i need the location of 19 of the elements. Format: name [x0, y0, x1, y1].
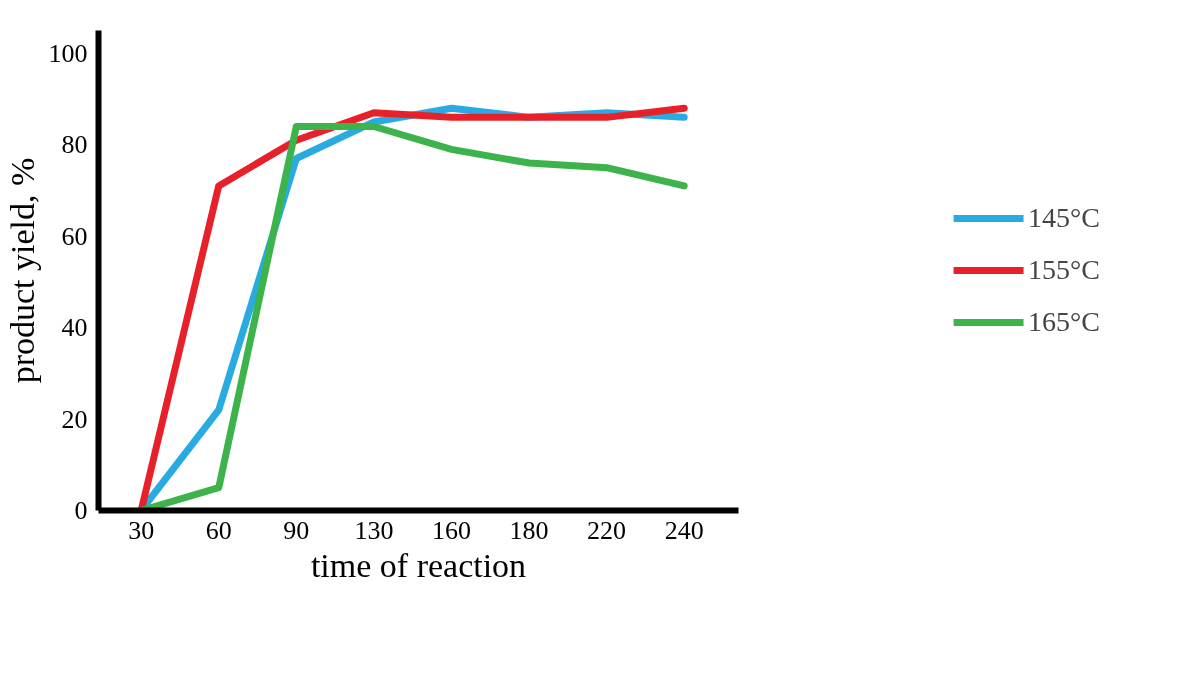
- y-tick-label: 40: [61, 313, 88, 343]
- y-tick-label: 0: [74, 496, 88, 525]
- y-tick-label: 80: [61, 130, 88, 160]
- legend-label: 145°C: [1028, 202, 1100, 234]
- legend-label: 165°C: [1028, 306, 1100, 338]
- y-tick-label: 20: [61, 404, 88, 434]
- x-tick-label: 30: [128, 515, 155, 545]
- x-tick-label: 240: [664, 515, 704, 545]
- legend-label: 155°C: [1028, 254, 1100, 286]
- x-axis-title: time of reaction: [310, 546, 527, 584]
- y-tick-label: 100: [48, 38, 88, 68]
- x-tick-label: 180: [509, 515, 549, 545]
- x-tick-label: 90: [283, 515, 310, 545]
- x-tick-label: 220: [587, 515, 627, 545]
- x-tick-label: 130: [354, 515, 394, 545]
- x-tick-label: 160: [431, 515, 471, 545]
- y-tick-label: 60: [61, 221, 88, 251]
- y-axis-title: product yield, %: [3, 157, 41, 384]
- x-tick-label: 60: [205, 515, 232, 545]
